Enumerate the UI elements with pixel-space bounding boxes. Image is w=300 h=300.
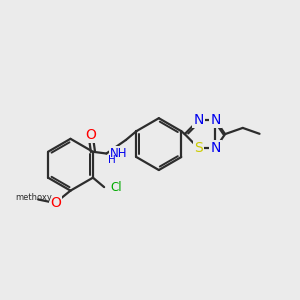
Text: N: N xyxy=(210,113,220,127)
Text: methoxy: methoxy xyxy=(15,194,52,202)
Text: Cl: Cl xyxy=(111,181,122,194)
Text: O: O xyxy=(85,128,96,142)
Text: S: S xyxy=(194,141,203,155)
Text: NH: NH xyxy=(110,147,128,160)
Text: N: N xyxy=(210,141,220,155)
Text: H: H xyxy=(108,155,116,165)
Text: O: O xyxy=(50,196,61,210)
Text: N: N xyxy=(194,113,204,127)
